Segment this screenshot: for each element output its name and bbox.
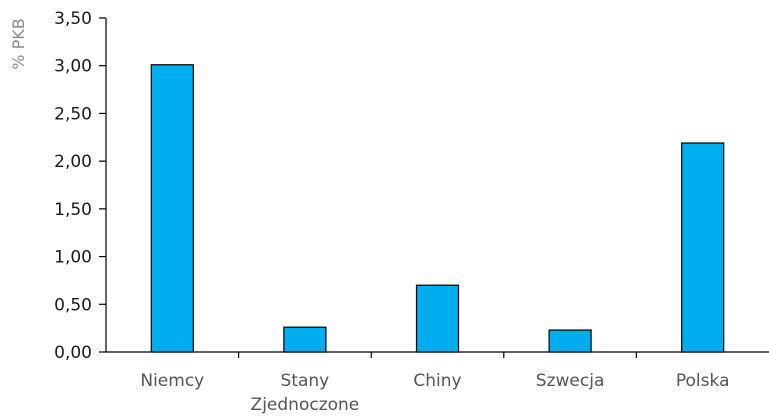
x-tick-label: Polska (676, 371, 730, 391)
x-tick-label: Chiny (413, 371, 461, 391)
x-tick-label: Zjednoczone (251, 395, 360, 415)
x-tick-label: Niemcy (140, 371, 204, 391)
labels: 0,00 0,50 1,00 1,50 2,00 2,50 3,00 3,50 Niemcy St… (54, 9, 729, 415)
y-axis-title: % PKB (9, 18, 28, 69)
x-tick-label: Stany (281, 371, 330, 391)
y-tick-label: 1,00 (54, 248, 92, 268)
bar-chiny (415, 284, 460, 353)
bars (150, 64, 725, 353)
bar-polska (681, 142, 725, 353)
bar-niemcy (150, 64, 194, 353)
y-tick-label: 2,00 (54, 152, 92, 172)
y-tick-label: 1,50 (54, 200, 92, 220)
axes (99, 17, 769, 358)
y-tick-label: 3,00 (54, 57, 92, 77)
y-tick-label: 0,50 (54, 295, 92, 315)
bar-stany-zjednoczone (283, 326, 327, 353)
bar-szwecja (548, 329, 592, 353)
y-tick-label: 3,50 (54, 9, 92, 29)
y-tick-label: 2,50 (54, 104, 92, 124)
x-tick-label: Szwecja (536, 371, 605, 391)
y-tick-label: 0,00 (54, 343, 92, 363)
